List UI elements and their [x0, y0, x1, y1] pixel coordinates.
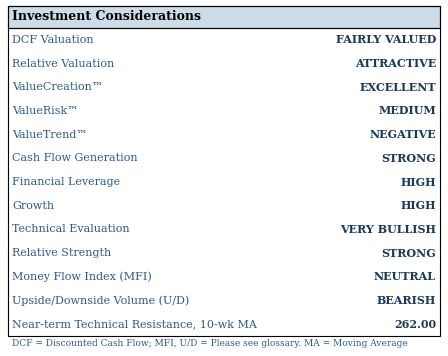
Text: Growth: Growth — [12, 201, 54, 211]
Text: MEDIUM: MEDIUM — [378, 105, 436, 116]
Text: Cash Flow Generation: Cash Flow Generation — [12, 153, 138, 163]
Text: ValueTrend™: ValueTrend™ — [12, 130, 87, 140]
Text: ValueCreation™: ValueCreation™ — [12, 82, 103, 92]
Text: Relative Valuation: Relative Valuation — [12, 58, 114, 69]
Text: Upside/Downside Volume (U/D): Upside/Downside Volume (U/D) — [12, 295, 189, 306]
Bar — [8, 6, 440, 28]
Text: STRONG: STRONG — [381, 153, 436, 164]
Text: DCF = Discounted Cash Flow; MFI, U/D = Please see glossary. MA = Moving Average: DCF = Discounted Cash Flow; MFI, U/D = P… — [12, 339, 408, 347]
Text: EXCELLENT: EXCELLENT — [359, 82, 436, 93]
Text: Money Flow Index (MFI): Money Flow Index (MFI) — [12, 272, 152, 282]
Text: ValueRisk™: ValueRisk™ — [12, 106, 78, 116]
Text: Technical Evaluation: Technical Evaluation — [12, 224, 129, 234]
Text: Investment Considerations: Investment Considerations — [12, 10, 201, 23]
Text: STRONG: STRONG — [381, 247, 436, 258]
Text: FAIRLY VALUED: FAIRLY VALUED — [336, 34, 436, 45]
Text: BEARISH: BEARISH — [377, 295, 436, 306]
Text: 262.00: 262.00 — [394, 319, 436, 330]
Text: Financial Leverage: Financial Leverage — [12, 177, 120, 187]
Text: NEUTRAL: NEUTRAL — [374, 271, 436, 282]
Text: HIGH: HIGH — [401, 177, 436, 188]
Text: Near-term Technical Resistance, 10-wk MA: Near-term Technical Resistance, 10-wk MA — [12, 319, 257, 329]
Text: NEGATIVE: NEGATIVE — [369, 129, 436, 140]
Text: Relative Strength: Relative Strength — [12, 248, 111, 258]
Text: VERY BULLISH: VERY BULLISH — [340, 224, 436, 235]
Text: ATTRACTIVE: ATTRACTIVE — [355, 58, 436, 69]
Text: HIGH: HIGH — [401, 200, 436, 211]
Text: DCF Valuation: DCF Valuation — [12, 35, 94, 45]
